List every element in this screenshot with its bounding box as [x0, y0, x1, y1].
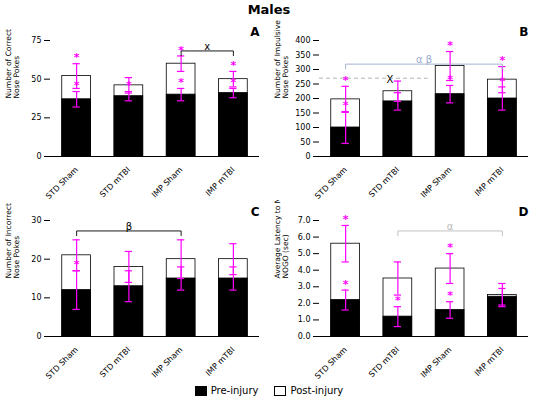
svg-text:150: 150 — [295, 109, 310, 118]
svg-text:Average Latency to Nose Poke i: Average Latency to Nose Poke inNOGO (sec… — [273, 200, 290, 279]
svg-text:0: 0 — [36, 152, 41, 161]
svg-text:IMP Sham: IMP Sham — [150, 345, 184, 379]
svg-text:STD mTBI: STD mTBI — [367, 345, 401, 379]
svg-text:STD Sham: STD Sham — [313, 165, 349, 200]
svg-text:IMP Sham: IMP Sham — [150, 165, 184, 199]
svg-text:*: * — [447, 73, 453, 86]
svg-text:α β: α β — [416, 54, 432, 65]
svg-text:50: 50 — [300, 138, 310, 147]
svg-text:350: 350 — [295, 51, 310, 60]
svg-text:Number of ImpulsiveNose Pokes: Number of ImpulsiveNose Pokes — [273, 20, 290, 99]
svg-text:*: * — [230, 59, 236, 72]
svg-text:*: * — [343, 99, 349, 112]
svg-text:*: * — [230, 76, 236, 89]
svg-text:*: * — [447, 241, 453, 254]
svg-text:4.0: 4.0 — [298, 266, 311, 275]
svg-text:*: * — [74, 79, 80, 92]
svg-text:IMP mTBI: IMP mTBI — [473, 165, 506, 198]
svg-text:30: 30 — [31, 216, 41, 225]
svg-text:*: * — [126, 79, 132, 92]
svg-text:B: B — [519, 25, 528, 39]
svg-text:IMP Sham: IMP Sham — [419, 165, 453, 199]
svg-text:*: * — [343, 74, 349, 87]
svg-text:*: * — [74, 51, 80, 64]
svg-text:1.0: 1.0 — [298, 315, 311, 324]
html-text:Pre-injury: Pre-injury — [210, 384, 259, 396]
svg-text:STD Sham: STD Sham — [313, 345, 349, 380]
svg-text:*: * — [343, 213, 349, 226]
svg-text:STD mTBI: STD mTBI — [98, 165, 132, 199]
svg-text:Number of CorrectNose Pokes: Number of CorrectNose Pokes — [4, 29, 21, 99]
svg-text:D: D — [519, 205, 529, 219]
svg-text:400: 400 — [295, 36, 310, 45]
svg-text:α: α — [447, 221, 454, 232]
svg-text:Number of IncorrectNose Pokes: Number of IncorrectNose Pokes — [4, 203, 21, 278]
svg-text:IMP Sham: IMP Sham — [419, 345, 453, 379]
svg-text:10: 10 — [31, 293, 41, 302]
svg-text:STD Sham: STD Sham — [44, 345, 80, 380]
svg-text:β: β — [126, 221, 132, 232]
svg-text:STD Sham: STD Sham — [44, 165, 80, 200]
html-text:Males: Males — [247, 2, 291, 17]
svg-text:X: X — [387, 74, 394, 85]
svg-text:2.0: 2.0 — [298, 299, 311, 308]
svg-text:*: * — [447, 289, 453, 302]
svg-text:6.0: 6.0 — [298, 233, 311, 242]
svg-text:20: 20 — [31, 255, 41, 264]
svg-text:0.0: 0.0 — [298, 332, 311, 341]
svg-text:A: A — [250, 25, 260, 39]
svg-text:200: 200 — [295, 94, 310, 103]
svg-text:*: * — [499, 75, 505, 88]
svg-text:x: x — [204, 41, 210, 52]
svg-text:0: 0 — [305, 152, 310, 161]
html-text:Post-injury: Post-injury — [290, 384, 344, 396]
svg-text:75: 75 — [31, 36, 41, 45]
svg-text:*: * — [178, 76, 184, 89]
svg-text:IMP mTBI: IMP mTBI — [204, 345, 237, 378]
svg-text:100: 100 — [295, 123, 310, 132]
svg-text:*: * — [74, 258, 80, 271]
svg-text:5.0: 5.0 — [298, 249, 311, 258]
svg-text:25: 25 — [31, 113, 41, 122]
svg-text:IMP mTBI: IMP mTBI — [473, 345, 506, 378]
svg-text:*: * — [447, 39, 453, 52]
svg-text:*: * — [395, 294, 401, 307]
svg-text:0: 0 — [36, 332, 41, 341]
svg-text:300: 300 — [295, 65, 310, 74]
svg-text:50: 50 — [31, 75, 41, 84]
svg-text:*: * — [343, 278, 349, 291]
svg-text:250: 250 — [295, 80, 310, 89]
svg-text:3.0: 3.0 — [298, 282, 311, 291]
svg-text:IMP mTBI: IMP mTBI — [204, 165, 237, 198]
svg-text:STD mTBI: STD mTBI — [367, 165, 401, 199]
svg-text:C: C — [251, 205, 260, 219]
svg-text:STD mTBI: STD mTBI — [98, 345, 132, 379]
svg-text:7.0: 7.0 — [298, 216, 311, 225]
